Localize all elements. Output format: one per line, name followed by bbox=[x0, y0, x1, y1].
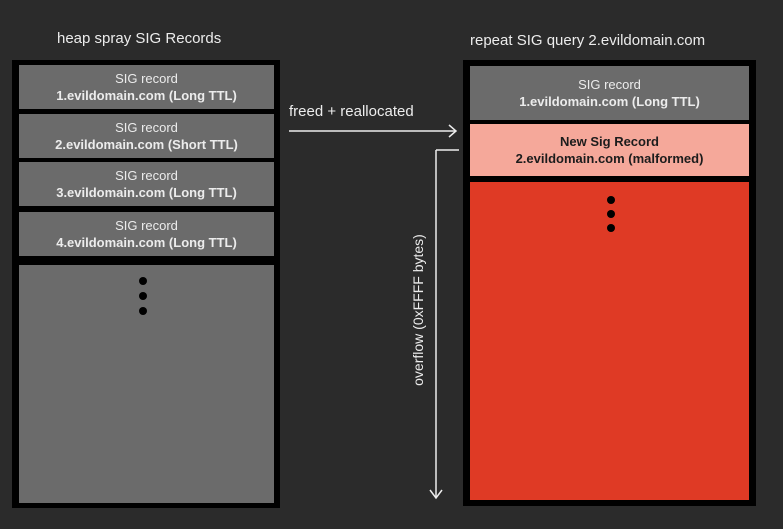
sig-record-1: SIG record 1.evildomain.com (Long TTL) bbox=[470, 66, 749, 120]
ellipsis-dot bbox=[139, 307, 147, 315]
record-domain-label: 4.evildomain.com (Long TTL) bbox=[56, 235, 237, 250]
ellipsis-dot bbox=[139, 292, 147, 300]
remaining-heap-block bbox=[19, 265, 274, 503]
record-type-label: SIG record bbox=[578, 77, 641, 92]
sig-record-2: SIG record 2.evildomain.com (Short TTL) bbox=[19, 114, 274, 158]
new-sig-record: New Sig Record 2.evildomain.com (malform… bbox=[470, 124, 749, 176]
freed-reallocated-label: freed + reallocated bbox=[289, 103, 414, 120]
record-type-label: SIG record bbox=[115, 120, 178, 135]
record-type-label: SIG record bbox=[115, 218, 178, 233]
record-type-label: New Sig Record bbox=[560, 134, 659, 149]
record-domain-label: 3.evildomain.com (Long TTL) bbox=[56, 185, 237, 200]
record-type-label: SIG record bbox=[115, 168, 178, 183]
overflow-region bbox=[470, 182, 749, 500]
overflow-arrow bbox=[429, 149, 459, 500]
sig-record-4: SIG record 4.evildomain.com (Long TTL) bbox=[19, 212, 274, 256]
ellipsis-dot bbox=[607, 196, 615, 204]
ellipsis-dot bbox=[139, 277, 147, 285]
record-domain-label: 2.evildomain.com (malformed) bbox=[515, 151, 704, 166]
left-title: heap spray SIG Records bbox=[57, 30, 222, 47]
sig-record-1: SIG record 1.evildomain.com (Long TTL) bbox=[19, 65, 274, 109]
sig-record-3: SIG record 3.evildomain.com (Long TTL) bbox=[19, 162, 274, 206]
record-domain-label: 2.evildomain.com (Short TTL) bbox=[55, 137, 238, 152]
record-domain-label: 1.evildomain.com (Long TTL) bbox=[519, 94, 700, 109]
ellipsis-dot bbox=[607, 210, 615, 218]
record-type-label: SIG record bbox=[115, 71, 178, 86]
repeat-query-panel: SIG record 1.evildomain.com (Long TTL) N… bbox=[463, 60, 756, 506]
record-domain-label: 1.evildomain.com (Long TTL) bbox=[56, 88, 237, 103]
realloc-arrow bbox=[289, 124, 458, 138]
right-title: repeat SIG query 2.evildomain.com bbox=[470, 32, 706, 49]
heap-spray-panel: SIG record 1.evildomain.com (Long TTL) S… bbox=[12, 60, 280, 508]
ellipsis-dot bbox=[607, 224, 615, 232]
